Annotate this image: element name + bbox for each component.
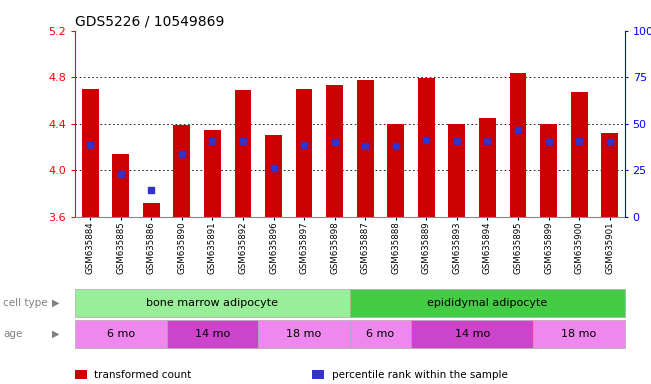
Bar [296, 89, 312, 217]
Text: cell type: cell type [3, 298, 48, 308]
Text: 18 mo: 18 mo [562, 329, 597, 339]
Point [207, 138, 217, 144]
Point [391, 143, 401, 149]
Bar [234, 90, 251, 217]
Bar [258, 320, 350, 348]
Bar [387, 124, 404, 217]
Point [238, 138, 248, 144]
Bar [510, 73, 527, 217]
Bar [143, 203, 159, 217]
Point [513, 127, 523, 133]
Bar [113, 154, 129, 217]
Bar [602, 133, 618, 217]
Point [176, 151, 187, 157]
Text: 18 mo: 18 mo [286, 329, 322, 339]
Text: ▶: ▶ [51, 298, 59, 308]
Bar [350, 289, 625, 317]
Bar [411, 320, 533, 348]
Bar [571, 93, 587, 217]
Text: GDS5226 / 10549869: GDS5226 / 10549869 [75, 14, 224, 28]
Bar [357, 79, 374, 217]
Point [360, 143, 370, 149]
Text: transformed count: transformed count [94, 369, 191, 380]
Point [482, 138, 493, 144]
Bar [449, 124, 465, 217]
Text: epididymal adipocyte: epididymal adipocyte [427, 298, 547, 308]
Bar [75, 320, 167, 348]
Text: 6 mo: 6 mo [367, 329, 395, 339]
Text: percentile rank within the sample: percentile rank within the sample [332, 369, 508, 380]
Point [329, 139, 340, 146]
Text: 14 mo: 14 mo [454, 329, 490, 339]
Bar [204, 130, 221, 217]
Text: 14 mo: 14 mo [195, 329, 230, 339]
Point [421, 137, 432, 143]
Point [299, 142, 309, 148]
Point [452, 138, 462, 144]
Point [574, 138, 585, 144]
Bar [540, 124, 557, 217]
Point [268, 165, 279, 171]
Text: bone marrow adipocyte: bone marrow adipocyte [146, 298, 279, 308]
Bar [350, 320, 411, 348]
Bar [479, 118, 496, 217]
Text: 6 mo: 6 mo [107, 329, 135, 339]
Bar [418, 78, 435, 217]
Bar [82, 89, 98, 217]
Bar [167, 320, 258, 348]
Text: ▶: ▶ [51, 329, 59, 339]
Point [115, 171, 126, 177]
Point [544, 139, 554, 146]
Bar [265, 136, 282, 217]
Bar [173, 125, 190, 217]
Bar [326, 85, 343, 217]
Point [146, 187, 156, 193]
Bar [533, 320, 625, 348]
Point [605, 139, 615, 146]
Point [85, 142, 95, 148]
Bar [75, 289, 350, 317]
Text: age: age [3, 329, 23, 339]
